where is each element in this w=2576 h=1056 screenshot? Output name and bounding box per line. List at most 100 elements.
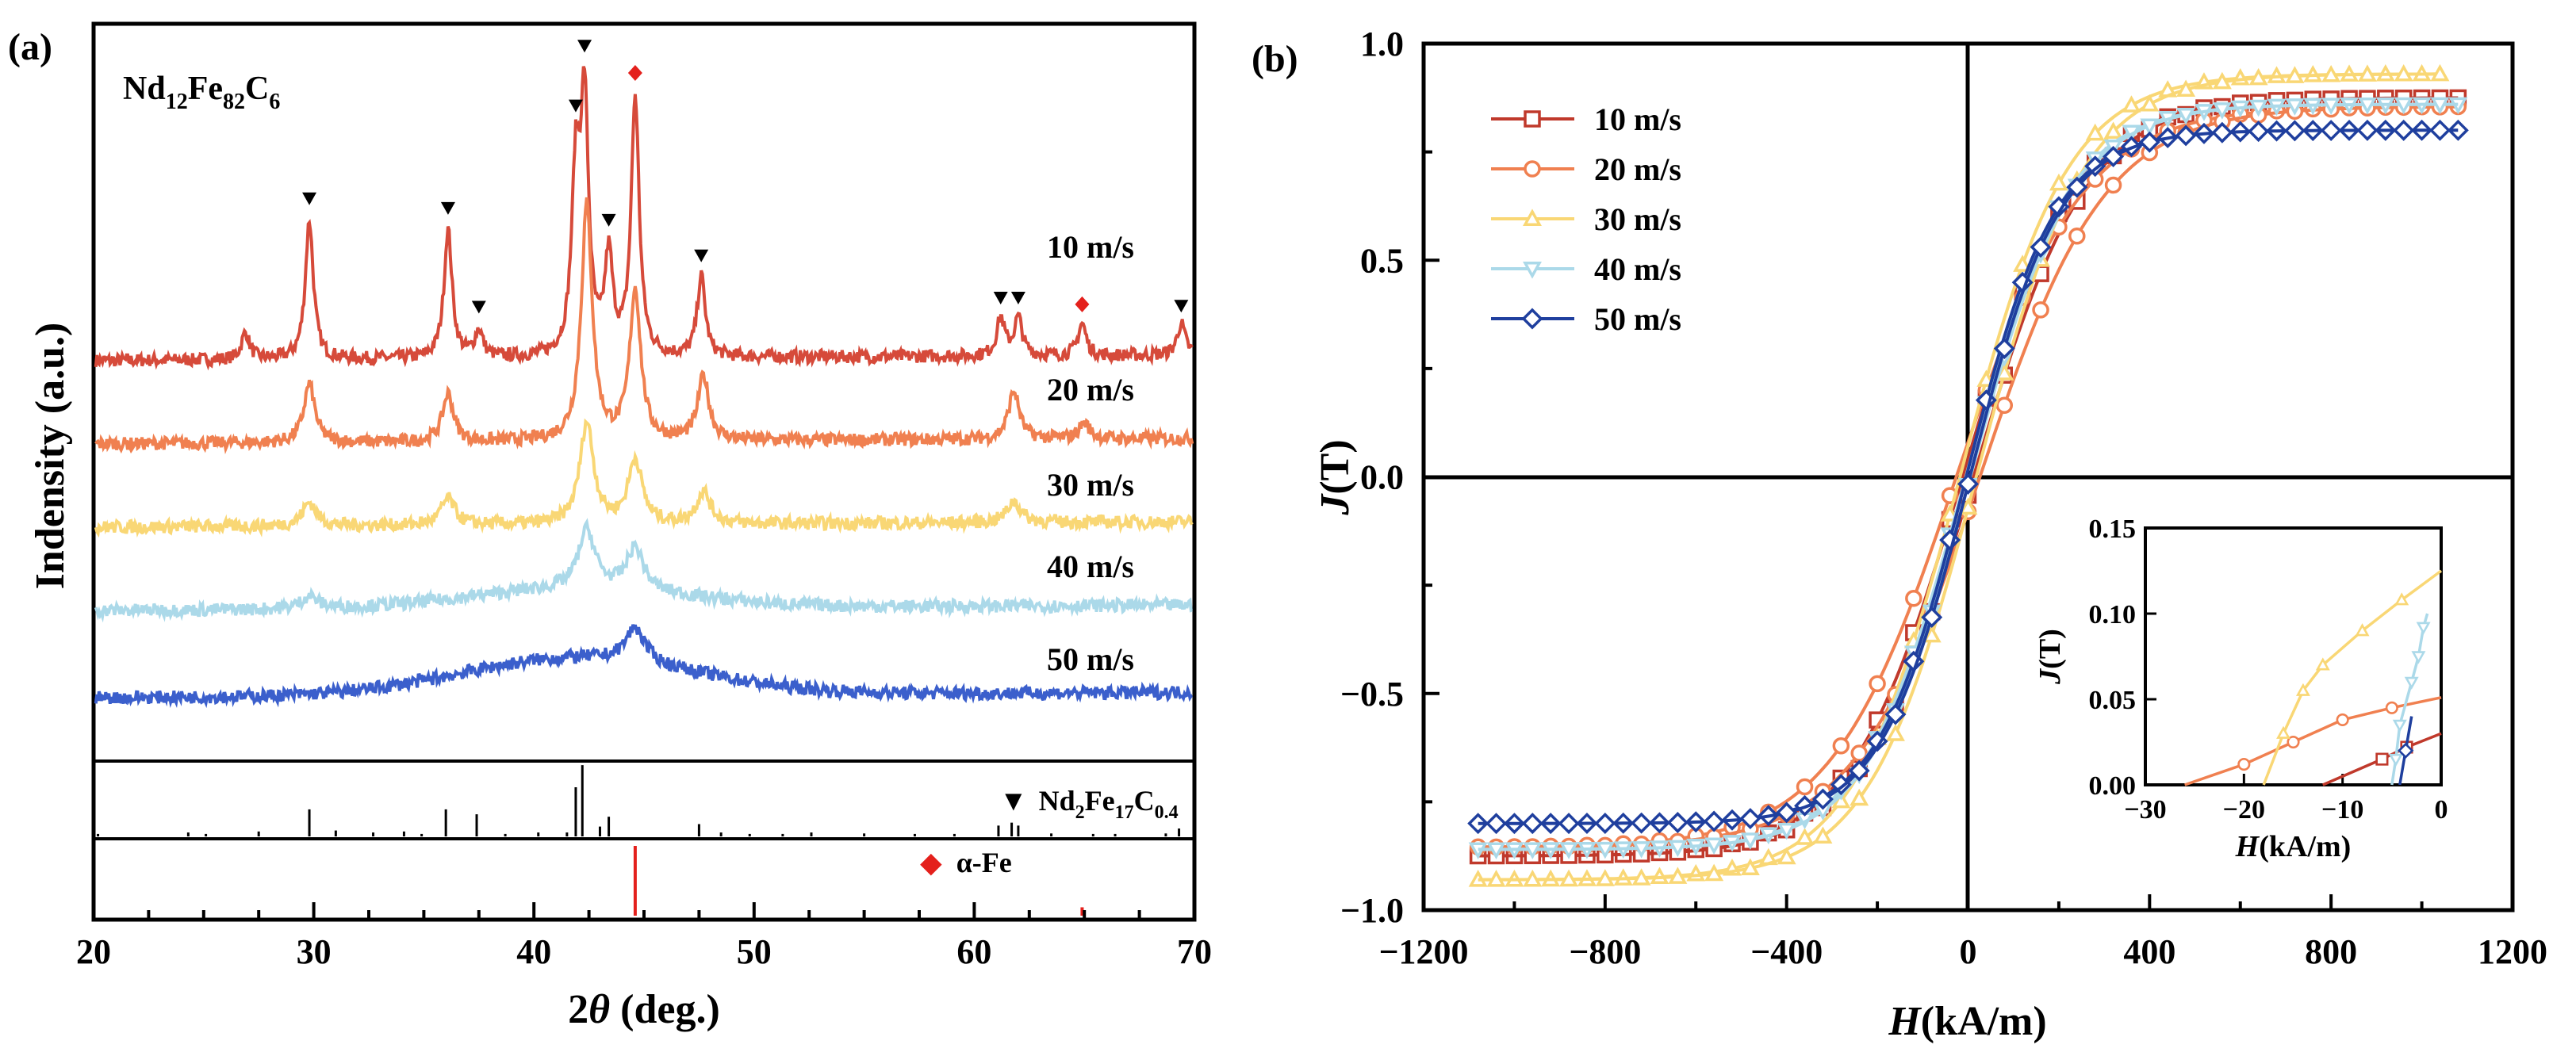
hysteresis-point-4	[2447, 119, 2469, 141]
b-x-tick-label-0: −1200	[1378, 932, 1468, 971]
hysteresis-point-4	[1594, 812, 1616, 834]
hysteresis-point-3	[2176, 107, 2196, 125]
hysteresis-point-2	[1850, 788, 1869, 806]
panel-a-x-ticks: 20 30 40 50 60 70	[76, 902, 1212, 971]
hysteresis-point-3	[1740, 832, 1760, 850]
hysteresis-series-4	[1467, 119, 2469, 835]
hysteresis-point-4	[1467, 813, 1489, 835]
hysteresis-point-1	[1905, 590, 1922, 607]
hysteresis-point-4	[1848, 759, 1870, 782]
nd2fe17-peak-marker-5	[601, 213, 616, 227]
hysteresis-point-2	[1795, 828, 1815, 845]
xrd-line-0	[94, 66, 1194, 371]
hysteresis-point-4	[1521, 813, 1543, 835]
inset-x-tick-label-3: 0	[2435, 795, 2448, 825]
nd2fe17-peak-marker-8	[1010, 291, 1025, 304]
hysteresis-point-4	[2211, 121, 2233, 143]
a-x-tick-label-5: 70	[1177, 932, 1212, 971]
inset-x-tick-label-2: −10	[2321, 795, 2363, 825]
inset-point-3	[2404, 676, 2419, 690]
a-x-tick-label-4: 60	[956, 932, 991, 971]
inset-point-2	[2276, 725, 2291, 739]
fe-peak-marker-0	[627, 65, 642, 82]
b-y-tick-label-4: 1.0	[1360, 25, 1404, 63]
panel-a-label: (a)	[8, 26, 52, 68]
inset-point-2	[2295, 683, 2310, 696]
legend-label-2: 30 m/s	[1594, 201, 1681, 237]
hysteresis-point-3	[1631, 841, 1651, 859]
b-x-tick-label-4: 400	[2123, 932, 2175, 971]
hysteresis-point-4	[1957, 473, 1979, 495]
legend-marker-3	[1523, 262, 1542, 279]
hysteresis-point-3	[1668, 840, 1688, 858]
panel-b-y-axis-label: J(T)	[1313, 439, 1358, 515]
xrd-label-1: 20 m/s	[1047, 372, 1134, 407]
hysteresis-point-4	[1884, 703, 1907, 725]
hysteresis-point-3	[1523, 842, 1543, 859]
ref-label-alpha-fe: ◆ α-Fe	[920, 847, 1012, 878]
inset-line-0	[2322, 732, 2442, 786]
legend-label-1: 20 m/s	[1594, 151, 1681, 187]
legend-marker-1	[1524, 160, 1541, 178]
nd2fe17-peak-marker-9	[1174, 300, 1189, 313]
nd2fe17-peak-marker-2	[471, 300, 486, 314]
a-x-tick-label-0: 20	[76, 932, 111, 971]
hysteresis-point-4	[1739, 808, 1761, 830]
panel-a: (a) Nd12Fe82C6 10 m/s 20 m/s 30 m/s 40 m/s 5…	[8, 21, 1212, 1032]
panel-b-x-axis-label: H(kA/m)	[1888, 999, 2046, 1044]
hysteresis-point-2	[2285, 66, 2305, 83]
hysteresis-point-4	[2030, 236, 2052, 258]
hysteresis-point-2	[2122, 95, 2141, 113]
hysteresis-point-1	[2032, 301, 2049, 319]
hysteresis-point-2	[2103, 121, 2123, 140]
xrd-line-2	[94, 418, 1194, 538]
inset-point-1	[2385, 701, 2398, 714]
hysteresis-point-2	[2321, 64, 2341, 82]
xrd-label-3: 40 m/s	[1047, 549, 1134, 584]
hysteresis-point-4	[2175, 124, 2197, 147]
inset-point-2	[2394, 592, 2409, 606]
nd2fe17-peak-marker-4	[577, 40, 592, 53]
hysteresis-point-2	[1686, 863, 1706, 882]
inset-point-3	[2392, 719, 2407, 733]
hysteresis-point-2	[1668, 867, 1688, 884]
xrd-label-2: 30 m/s	[1047, 467, 1134, 503]
hysteresis-point-3	[2394, 97, 2413, 115]
hysteresis-point-2	[2248, 67, 2268, 86]
hysteresis-point-3	[2321, 98, 2341, 115]
inset-x-tick-label-1: −20	[2223, 795, 2265, 825]
hysteresis-point-4	[1631, 812, 1653, 834]
hysteresis-point-4	[1993, 338, 2015, 360]
hysteresis-point-2	[2357, 64, 2377, 82]
hysteresis-point-3	[2285, 98, 2305, 116]
hysteresis-point-1	[1995, 396, 2014, 414]
hysteresis-point-3	[2430, 97, 2450, 115]
b-x-tick-label-2: −400	[1750, 932, 1823, 971]
hysteresis-point-2	[1704, 863, 1724, 882]
hysteresis-point-4	[2393, 119, 2415, 141]
hysteresis-point-2	[2212, 71, 2232, 90]
xrd-line-1	[94, 197, 1194, 455]
inset-point-1	[2287, 735, 2300, 749]
inset-x-axis-label: H(kA/m)	[2235, 830, 2352, 863]
hysteresis-point-4	[2103, 146, 2125, 167]
hysteresis-point-2	[2085, 123, 2105, 141]
hysteresis-point-3	[2357, 97, 2377, 115]
a-x-tick-label-2: 40	[516, 932, 551, 971]
panel-b-label: (b)	[1252, 38, 1298, 80]
legend-label-3: 40 m/s	[1594, 251, 1681, 287]
hysteresis-point-2	[2394, 63, 2413, 82]
hysteresis-point-4	[1558, 813, 1580, 835]
nd2fe17-peak-marker-7	[993, 292, 1008, 305]
hysteresis-point-2	[2230, 67, 2250, 86]
legend-label-4: 50 m/s	[1594, 301, 1681, 337]
inset-plot: −30 −20 −10 0 0.00 0.05 0.10 0.15 H(kA/m) J(T)	[2034, 515, 2448, 863]
inset-y-tick-label-3: 0.15	[2089, 515, 2137, 544]
hysteresis-point-2	[1958, 497, 1978, 515]
inset-point-4	[2398, 742, 2414, 759]
nd2fe17-peak-marker-3	[568, 99, 583, 113]
hysteresis-point-2	[1922, 625, 1942, 643]
hysteresis-point-2	[2013, 254, 2033, 272]
inset-point-2	[2355, 623, 2370, 637]
xrd-label-4: 50 m/s	[1047, 641, 1134, 677]
